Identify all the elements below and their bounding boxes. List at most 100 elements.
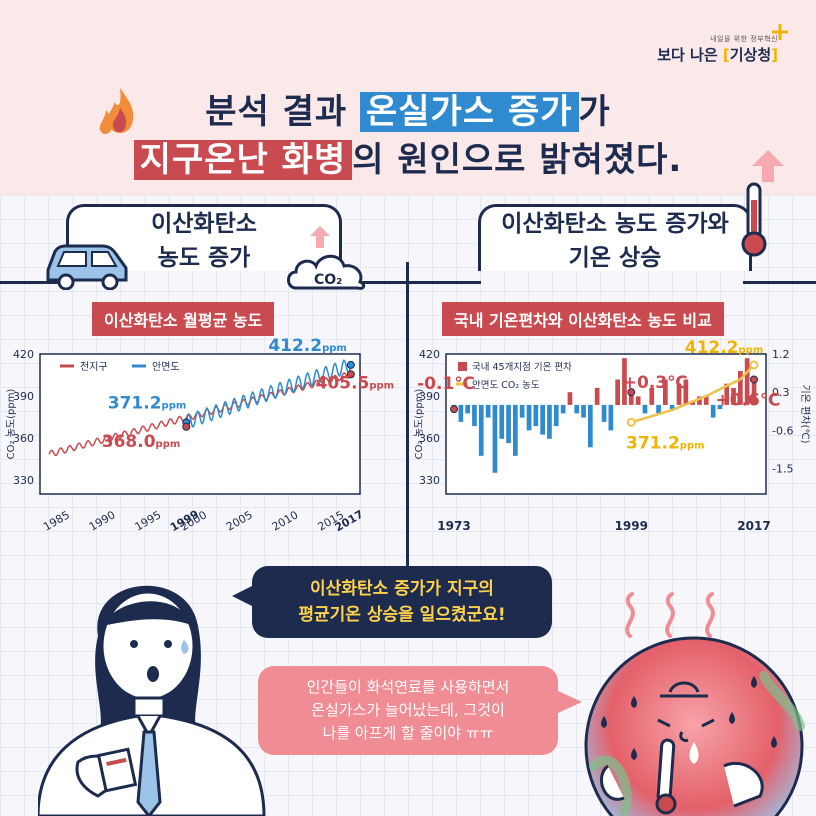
temp-anomaly-bar: [492, 404, 498, 473]
plot-area: [39, 353, 361, 495]
brand-logo: 내일을 위한 정부혁신 보다 나은 [기상청]: [657, 35, 778, 64]
annotation-unit: ppm: [322, 343, 347, 354]
y-left-tick-label: 330: [419, 474, 440, 487]
brand-slogan: 내일을 위한 정부혁신: [710, 35, 778, 43]
temp-anomaly-bar: [601, 404, 607, 422]
x-tick-label: 1973: [437, 519, 470, 533]
right-panel-title-line2: 기온 상승: [568, 245, 662, 271]
temp-anomaly-bar: [738, 371, 743, 405]
temp-anomaly-bar: [458, 404, 464, 422]
thermometer-icon: [741, 182, 767, 257]
y-axis-label: CO₂ 농도(ppm): [5, 389, 17, 460]
y-right-tick-label: 0.3: [772, 386, 790, 399]
temp-annotation-label: +0.6℃: [716, 390, 781, 410]
temp-anomaly-bar: [717, 404, 723, 410]
temp-anomaly-bar: [608, 404, 614, 431]
temp-anomaly-bar: [594, 387, 600, 405]
temp-anomaly-bar: [635, 396, 641, 405]
y-right-tick-label: -0.6: [772, 424, 793, 437]
right-chart-tag: 국내 기온편차와 이산화탄소 농도 비교: [442, 302, 724, 336]
temp-annotation-marker: [627, 388, 636, 397]
right-panel-tab: 이산화탄소 농도 증가와 기온 상승: [478, 204, 752, 271]
y-tick-label: 390: [13, 390, 34, 403]
annotation-value: 412.2: [268, 336, 322, 356]
small-flame-icon: [99, 110, 113, 135]
temp-anomaly-bar: [506, 404, 511, 444]
x-tick-label: 2010: [270, 508, 301, 533]
annotation-value: 368.0: [102, 432, 156, 452]
temp-anomaly-bar: [567, 392, 573, 405]
temp-anomaly-bar: [649, 387, 655, 405]
temp-anomaly-bar: [588, 404, 593, 448]
headline-highlight-red: 지구온난 화병: [133, 140, 353, 180]
y-left-tick-label: 390: [419, 390, 440, 403]
temp-anomaly-bar: [731, 387, 736, 405]
co2-annotation-label: 371.2ppm: [626, 433, 705, 453]
y-left-tick-label: 420: [419, 348, 440, 361]
flame-icon: [107, 88, 134, 133]
temp-anomaly-bar: [547, 404, 552, 439]
legend-swatch-temp: [458, 362, 467, 371]
speech-dark-line2: 평균기온 상승을 일으켰군요!: [298, 605, 506, 625]
headline-line1: 분석 결과 온실가스 증가 가: [205, 92, 611, 132]
legend-label-global: 전지구: [80, 361, 108, 373]
temp-anomaly-bar: [472, 404, 477, 427]
panel-divider: [406, 262, 409, 582]
annotation-label: 371.2ppm: [108, 393, 187, 413]
temp-anomaly-bar: [703, 396, 709, 405]
x-tick-label: 1995: [133, 508, 164, 533]
brand-name: 기상청: [729, 46, 772, 64]
annotation-value: 405.5: [316, 373, 370, 393]
temp-anomaly-bar: [669, 404, 675, 410]
temp-anomaly-bar: [478, 404, 484, 456]
temp-anomaly-bar: [560, 404, 566, 414]
annotation-label: 412.2ppm: [268, 336, 347, 356]
speech-pink-line1: 인간들이 화석연료를 사용하면서: [306, 678, 510, 696]
temp-anomaly-bar: [526, 404, 532, 431]
legend-label-temp: 국내 45개지점 기온 편차: [472, 361, 572, 373]
annotation-value: 371.2: [626, 433, 680, 453]
temp-anomaly-bar: [553, 404, 559, 427]
annotation-marker: [182, 422, 191, 431]
temp-anomaly-bar: [519, 404, 525, 418]
co2-point: [626, 417, 636, 427]
left-panel-title-line1: 이산화탄소: [151, 211, 257, 237]
up-arrow-icon: [752, 150, 784, 182]
temp-anomaly-bar: [724, 383, 730, 405]
temp-anomaly-bar: [683, 379, 689, 405]
right-panel-title-line1: 이산화탄소 농도 증가와: [501, 211, 729, 237]
annotation-unit: ppm: [156, 439, 181, 450]
car-icon: [46, 244, 128, 290]
woman-character-illustration: [38, 585, 266, 816]
x-tick-label: 1999: [615, 519, 648, 533]
temp-annotation-label: +0.3℃: [623, 373, 688, 393]
brand-main-text: 보다 나은: [657, 46, 718, 64]
temp-anomaly-bar: [663, 379, 668, 405]
annotation-marker: [346, 360, 355, 369]
co2-cloud-icon: CO₂: [287, 226, 366, 290]
temp-anomaly-bar: [615, 379, 620, 405]
y-right-tick-label: -1.5: [772, 463, 793, 476]
temp-anomaly-bar: [697, 396, 702, 405]
temp-anomaly-bar: [656, 404, 661, 414]
plot-area: [445, 353, 767, 495]
temp-anomaly-bar: [676, 383, 682, 405]
temp-anomaly-bar: [499, 404, 505, 439]
temp-anomaly-bar: [465, 404, 470, 414]
annotation-unit: ppm: [680, 440, 705, 451]
x-tick-label: 2005: [224, 508, 255, 533]
annotation-label: 368.0ppm: [102, 432, 181, 452]
cloud-co2-label: CO₂: [314, 272, 342, 288]
temp-anomaly-bar: [574, 404, 580, 414]
heat-waves-icon: [625, 592, 715, 638]
series-line-global: [48, 372, 352, 457]
temp-annotation-marker: [750, 375, 758, 384]
y-tick-label: 330: [13, 474, 34, 487]
speech-bubble-earth: 인간들이 화석연료를 사용하면서 온실가스가 늘어났는데, 그것이 나를 아프게…: [258, 666, 558, 755]
sick-earth-illustration: [584, 636, 805, 816]
series-line-anmyeondo: [185, 359, 352, 429]
temp-anomaly-bar: [642, 404, 648, 414]
y-tick-label: 420: [13, 348, 34, 361]
